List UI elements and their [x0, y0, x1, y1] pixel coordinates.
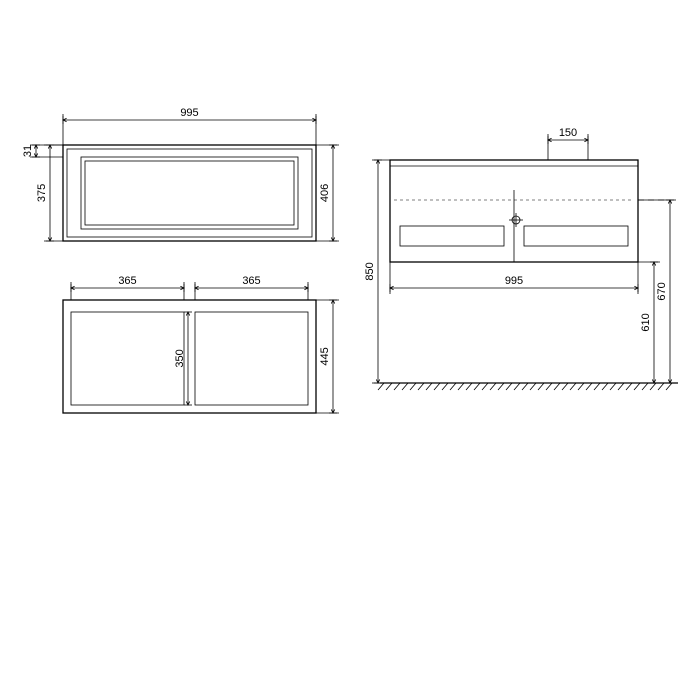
dim-front-365-right: 365	[242, 275, 260, 287]
dim-side-610: 610	[640, 313, 652, 331]
front-view	[63, 300, 316, 413]
dim-top-31: 31	[22, 145, 34, 157]
dim-front-365-left: 365	[118, 275, 136, 287]
dim-side-850: 850	[364, 262, 376, 280]
dim-front-445: 445	[319, 347, 331, 365]
dim-top-995: 995	[180, 107, 198, 119]
dim-front-350: 350	[174, 349, 186, 367]
dim-side-150: 150	[559, 127, 577, 139]
top-view	[63, 145, 316, 241]
dim-side-670: 670	[656, 282, 668, 300]
dim-side-995: 995	[505, 275, 523, 287]
dim-top-406: 406	[319, 184, 331, 202]
dim-top-375: 375	[36, 184, 48, 202]
